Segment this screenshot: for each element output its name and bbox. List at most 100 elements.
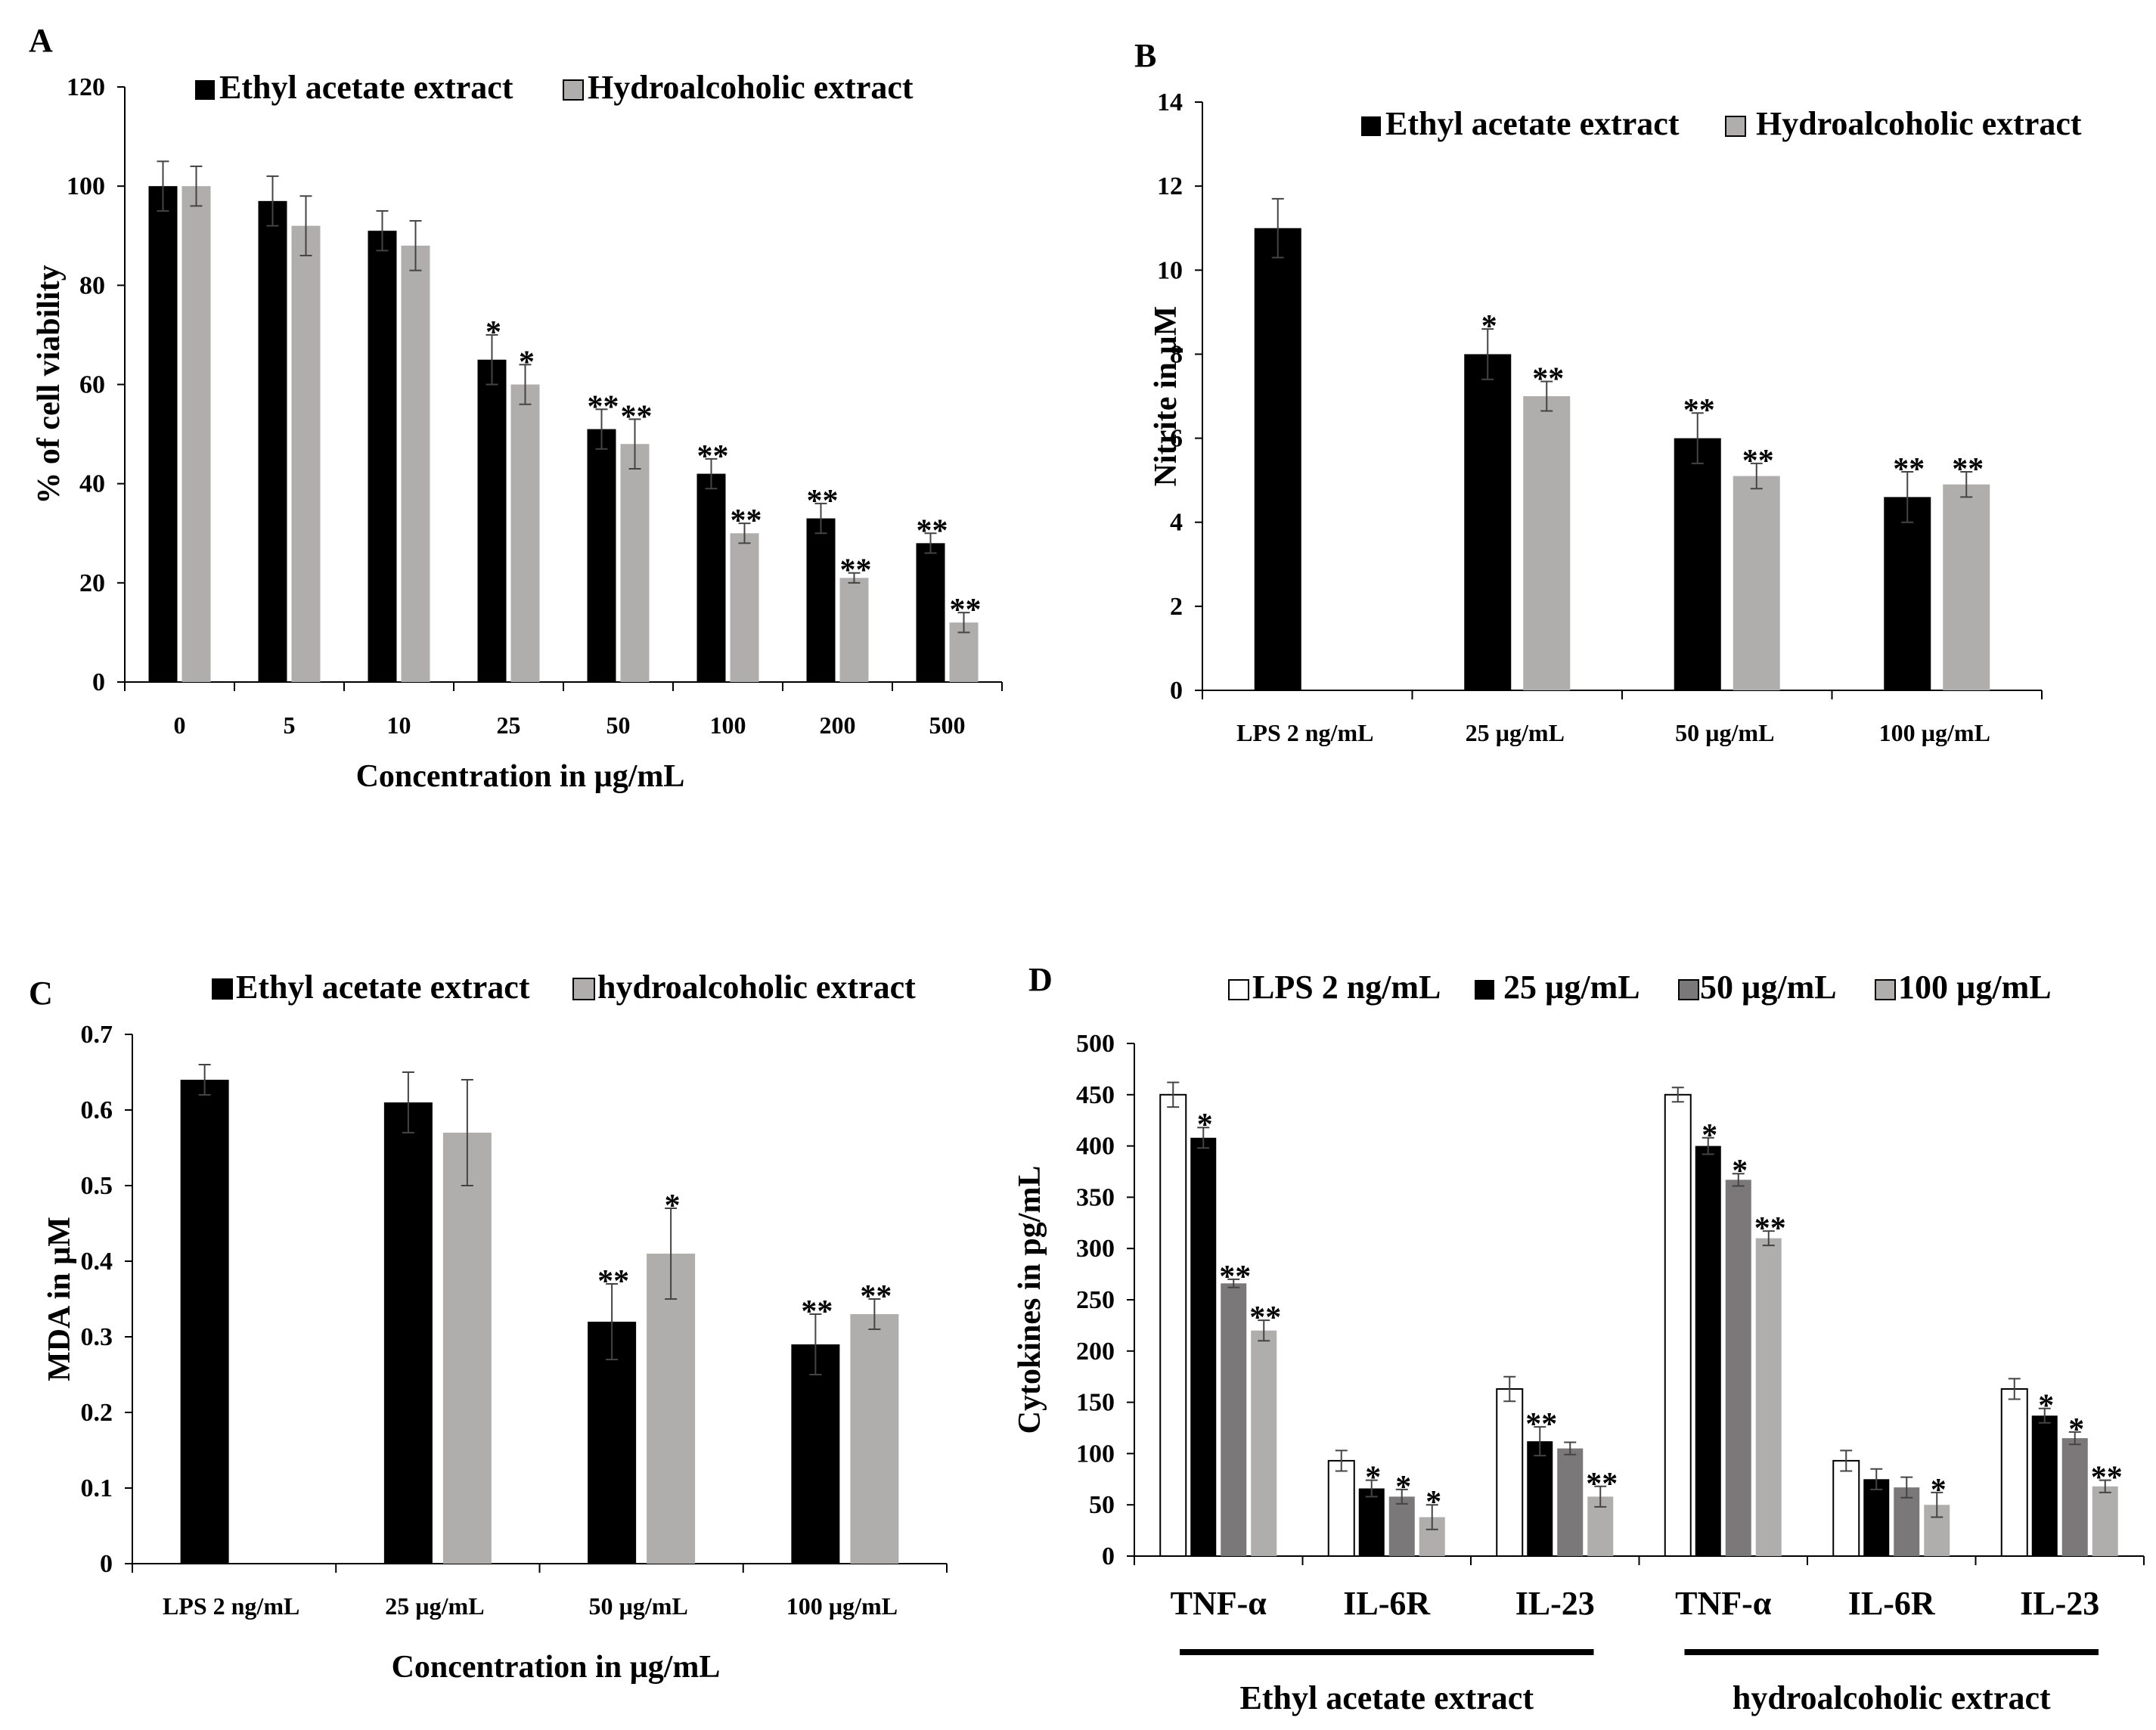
bar	[1755, 1238, 1782, 1556]
x-category-label: 0	[174, 712, 186, 739]
y-tick-label: 400	[1076, 1133, 1115, 1161]
bar	[383, 1102, 433, 1564]
bar	[510, 384, 540, 682]
x-axis-title: Concentration in µg/mL	[392, 1650, 721, 1685]
y-tick-label: 0	[92, 668, 105, 696]
significance-label: **	[1754, 1211, 1786, 1246]
bar	[588, 1322, 637, 1564]
legend-swatch	[195, 80, 215, 100]
significance-label: *	[2038, 1389, 2054, 1424]
bar	[696, 473, 726, 682]
bar	[1159, 1093, 1187, 1558]
y-tick-label: 0.6	[81, 1096, 113, 1124]
y-tick-label: 150	[1076, 1389, 1115, 1417]
x-category-label: IL-23	[2020, 1585, 2099, 1622]
x-category-label: 200	[820, 712, 856, 739]
x-category-label: 50 µg/mL	[588, 1592, 687, 1620]
bar	[1254, 228, 1301, 690]
significance-label: **	[1952, 452, 1984, 487]
significance-label: **	[917, 513, 948, 548]
x-category-label: IL-23	[1515, 1585, 1595, 1622]
bar	[180, 1080, 229, 1564]
y-tick-label: 8	[1170, 340, 1183, 368]
y-tick-label: 0.4	[81, 1248, 113, 1276]
bar	[1943, 484, 1990, 690]
y-tick-label: 40	[79, 470, 105, 498]
bar	[1863, 1479, 1890, 1556]
significance-label: *	[2068, 1412, 2084, 1447]
y-tick-label: 0	[1102, 1542, 1115, 1570]
bar	[1388, 1496, 1415, 1556]
bar	[2031, 1415, 2058, 1556]
significance-label: **	[597, 1264, 629, 1299]
bar	[1733, 476, 1780, 690]
y-tick-label: 0.3	[81, 1323, 113, 1351]
significance-label: *	[485, 315, 501, 350]
legend-swatch	[1228, 979, 1249, 1000]
x-category-label: 25	[497, 712, 521, 739]
y-tick-label: 250	[1076, 1286, 1115, 1314]
legend-swatch	[1361, 116, 1381, 136]
bar	[1327, 1459, 1355, 1557]
x-category-label: 10	[387, 712, 411, 739]
x-category-label: 100	[710, 712, 746, 739]
y-axis-title: Cytokines in pg/mL	[1013, 1166, 1047, 1434]
x-category-label: TNF-α	[1675, 1585, 1772, 1622]
bar	[791, 1344, 840, 1564]
bar	[2000, 1387, 2028, 1558]
panel-d-cytokines-chart: D050100150200250300350400450500*****TNF-…	[1013, 961, 2145, 1716]
bar	[1523, 396, 1571, 690]
y-tick-label: 500	[1076, 1030, 1115, 1058]
significance-label: *	[1931, 1473, 1947, 1508]
legend-swatch	[572, 978, 595, 1000]
x-category-label: 25 µg/mL	[385, 1592, 484, 1620]
bar	[1832, 1459, 1860, 1557]
y-tick-label: 0	[1170, 677, 1183, 705]
significance-label: **	[697, 439, 729, 474]
significance-label: *	[519, 345, 535, 380]
panel-letter: D	[1028, 961, 1053, 998]
bar	[1496, 1387, 1524, 1558]
x-category-label: 50 µg/mL	[1675, 719, 1774, 746]
legend-swatch	[1475, 980, 1494, 1000]
legend-label: Hydroalcoholic extract	[1756, 105, 2082, 142]
y-tick-label: 12	[1157, 172, 1183, 200]
bar	[258, 200, 287, 682]
bar	[1664, 1093, 1692, 1558]
legend-swatch	[1725, 116, 1746, 137]
significance-label: **	[1683, 393, 1715, 428]
y-tick-label: 100	[67, 172, 105, 200]
legend-label: Ethyl acetate extract	[1385, 105, 1680, 142]
x-category-label: 100 µg/mL	[786, 1592, 898, 1620]
significance-label: *	[1425, 1485, 1441, 1520]
bar	[1190, 1137, 1217, 1556]
significance-label: **	[2091, 1461, 2123, 1496]
x-category-label: LPS 2 ng/mL	[163, 1592, 299, 1620]
y-tick-label: 2	[1170, 593, 1183, 621]
y-tick-label: 80	[79, 271, 105, 299]
bar	[148, 186, 178, 682]
y-axis-title: Nitrite in µM	[1149, 306, 1183, 487]
bar	[1695, 1146, 1721, 1556]
y-axis-title: MDA in µM	[42, 1217, 77, 1381]
significance-label: **	[1893, 452, 1925, 487]
significance-label: **	[1219, 1260, 1251, 1294]
significance-label: **	[1532, 362, 1564, 397]
y-tick-label: 450	[1076, 1081, 1115, 1109]
y-tick-label: 60	[79, 371, 105, 399]
y-tick-label: 10	[1157, 256, 1183, 284]
x-category-label: IL-6R	[1848, 1585, 1936, 1622]
legend-label: 50 µg/mL	[1700, 969, 1837, 1006]
legend-swatch	[1678, 979, 1699, 1000]
significance-label: **	[1742, 444, 1774, 479]
y-tick-label: 300	[1076, 1235, 1115, 1263]
bar	[1557, 1448, 1584, 1556]
x-category-label: 25 µg/mL	[1466, 719, 1565, 746]
y-tick-label: 50	[1089, 1491, 1115, 1519]
bar	[1464, 354, 1512, 690]
bar	[291, 225, 321, 683]
y-tick-label: 0.2	[81, 1399, 113, 1427]
bar	[1221, 1283, 1247, 1556]
